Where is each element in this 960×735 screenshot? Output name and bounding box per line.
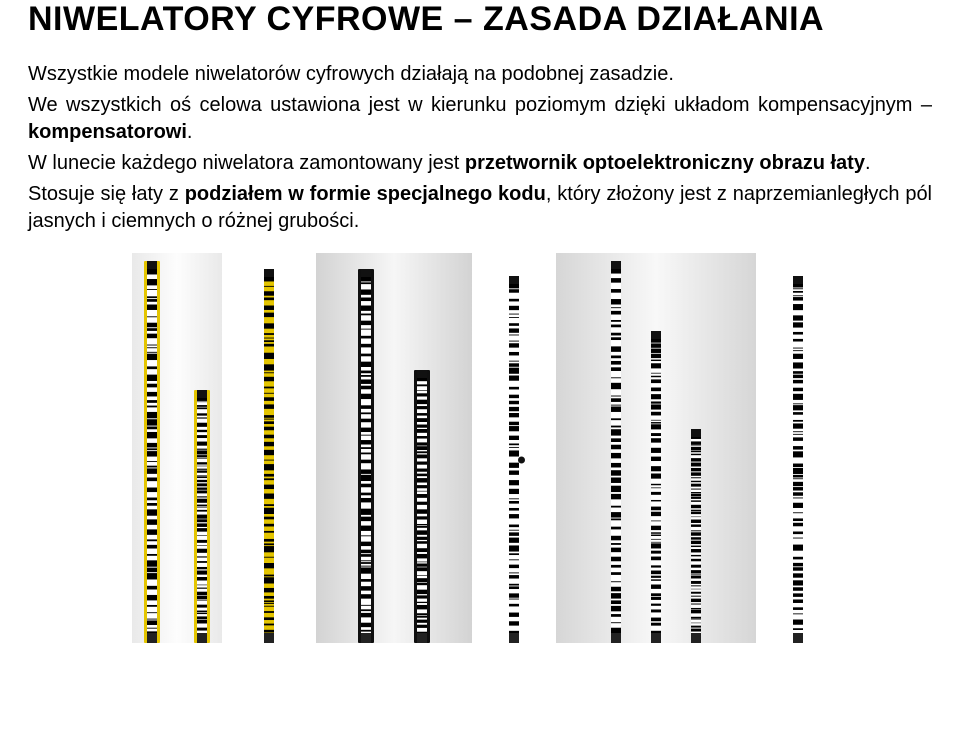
leveling-staff-telescopic-1 <box>611 261 621 643</box>
leveling-staff-yellow-tall <box>147 261 157 643</box>
staff-handle-icon <box>518 456 525 463</box>
barcode-icon <box>197 398 207 634</box>
barcode-icon <box>691 437 701 634</box>
barcode-icon <box>147 269 157 633</box>
page-title: NIWELATORY CYFROWE – ZASADA DZIAŁANIA <box>28 0 932 39</box>
leveling-staff-black-tall <box>361 269 371 643</box>
leveling-staff-telescopic-3 <box>691 429 701 644</box>
p1-text: Wszystkie modele niwelatorów cyfrowych d… <box>28 63 674 85</box>
leveling-staff-plain <box>793 276 803 643</box>
leveling-staff-black-short <box>417 370 427 643</box>
p3-lead: W lunecie każdego niwelatora zamontowany… <box>28 152 465 174</box>
p3-bold: przetwornik optoelektroniczny obrazu łat… <box>465 152 865 174</box>
staff-panel-black-pair <box>316 253 472 643</box>
leveling-staff-with-handle <box>509 276 519 643</box>
p4-bold: podziałem w formie specjalnego kodu <box>185 183 546 205</box>
paragraph-3: W lunecie każdego niwelatora zamontowany… <box>28 150 932 177</box>
panel-bg <box>316 253 472 643</box>
staff-panel-single-with-handle <box>484 253 544 643</box>
paragraph-1: Wszystkie modele niwelatorów cyfrowych d… <box>28 61 932 88</box>
staff-panel-single-plain <box>768 253 828 643</box>
barcode-icon <box>793 284 803 633</box>
leveling-staff-telescopic-2 <box>651 331 661 643</box>
paragraph-2: We wszystkich oś celowa ustawiona jest w… <box>28 92 932 146</box>
p2-tail: . <box>187 121 193 143</box>
staff-panel-telescopic-triple <box>556 253 756 643</box>
barcode-icon <box>264 277 274 633</box>
p2-bold: kompensatorowi <box>28 121 187 143</box>
leveling-staffs-figure <box>28 253 932 643</box>
staff-panel-yellow-pair <box>132 253 222 643</box>
leveling-staff-yellow-short <box>197 390 207 644</box>
barcode-icon <box>417 378 427 633</box>
p2-lead: We wszystkich oś celowa ustawiona jest w… <box>28 94 932 116</box>
p3-tail: . <box>865 152 871 174</box>
barcode-icon <box>611 269 621 633</box>
barcode-icon <box>651 339 661 633</box>
paragraph-4: Stosuje się łaty z podziałem w formie sp… <box>28 181 932 235</box>
barcode-icon <box>361 277 371 633</box>
staff-panel-yellow-single <box>234 253 304 643</box>
leveling-staff-yellow-single <box>264 269 274 643</box>
p4-lead: Stosuje się łaty z <box>28 183 185 205</box>
